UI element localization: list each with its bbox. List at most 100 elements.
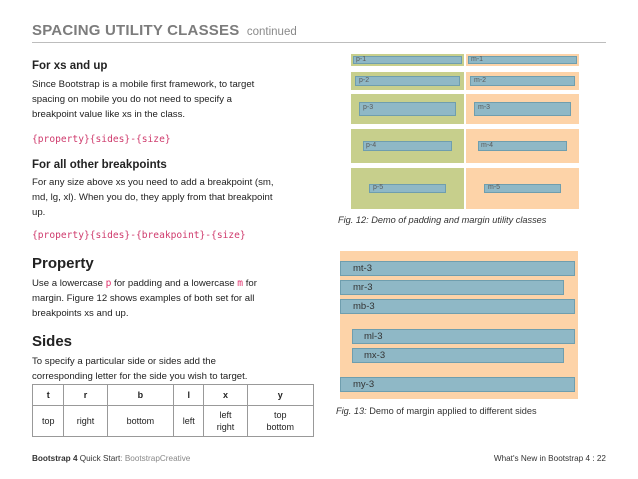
- table-cell: bottom: [106, 405, 175, 437]
- fig12-caption: Fig. 12: Demo of padding and margin util…: [338, 215, 546, 225]
- footer-right: What's New in Bootstrap 4 : 22: [494, 454, 606, 463]
- cell-text: left: [219, 410, 232, 420]
- footer-brand: Bootstrap 4: [32, 454, 78, 463]
- margin-side-label: mx-3: [364, 350, 386, 361]
- header-rule: [32, 42, 606, 43]
- other-line: For any size above xs you need to add a …: [32, 177, 274, 188]
- padding-label: p-5: [373, 184, 384, 191]
- sides-body: To specify a particular side or sides ad…: [32, 354, 322, 384]
- sides-line: To specify a particular side or sides ad…: [32, 356, 216, 367]
- fig12-caption-text: Demo of padding and margin utility class…: [371, 215, 547, 225]
- table-row: top right bottom left left right top botto…: [31, 405, 315, 437]
- xs-heading: For xs and up: [32, 60, 108, 72]
- margin-inner: [474, 102, 571, 116]
- footer-left: Bootstrap 4 Quick Start: BootstrapCreati…: [32, 454, 190, 463]
- margin-side-label: mt-3: [353, 263, 372, 274]
- cell-text: top: [41, 416, 55, 426]
- title-sub: continued: [246, 26, 297, 38]
- xs-body: Since Bootstrap is a mobile first framew…: [32, 77, 322, 122]
- margin-label: m-4: [481, 142, 494, 149]
- title-main: SPACING UTILITY CLASSES: [32, 22, 240, 39]
- padding-box: p-4: [351, 129, 464, 163]
- property-text: for: [243, 278, 257, 289]
- cell-text: bottom: [266, 422, 295, 432]
- property-text: for padding and a lowercase: [111, 278, 238, 289]
- padding-box: p-1: [351, 54, 464, 66]
- margin-inner: [470, 76, 575, 86]
- padding-inner: [359, 102, 456, 116]
- margin-box: m-1: [466, 54, 579, 66]
- other-line: md, lg, xl). When you do, they apply fro…: [32, 192, 273, 203]
- table-cell: top bottom: [246, 405, 315, 437]
- table-header: b: [106, 384, 175, 406]
- margin-side-bar: [340, 299, 575, 314]
- margin-side-label: my-3: [353, 379, 375, 390]
- other-line: up.: [32, 207, 46, 218]
- table-header: x: [203, 384, 248, 406]
- table-header: r: [63, 384, 108, 406]
- fig13-caption-prefix: Fig. 13:: [336, 406, 367, 416]
- margin-label: m-3: [478, 104, 491, 111]
- margin-side-bar: [340, 377, 575, 392]
- sides-heading: Sides: [32, 333, 73, 350]
- margin-label: m-5: [488, 184, 501, 191]
- xs-line: Since Bootstrap is a mobile first framew…: [32, 79, 255, 90]
- fig13-demo: mt-3 mr-3 mb-3 ml-3 mx-3 my-3: [340, 251, 578, 399]
- left-column: For xs and up Since Bootstrap is a mobil…: [32, 60, 322, 384]
- padding-inner: [353, 56, 462, 64]
- margin-inner: [478, 141, 567, 151]
- padding-inner: [369, 184, 446, 193]
- table-header: t: [31, 384, 65, 406]
- m-letter: m: [237, 278, 244, 289]
- cell-text: top: [274, 410, 287, 420]
- other-code: {property}{sides}-{breakpoint}-{size}: [32, 230, 246, 241]
- property-line: breakpoints xs and up.: [32, 308, 129, 319]
- padding-box: p-2: [351, 72, 464, 90]
- table-cell: left right: [203, 405, 248, 437]
- fig12-caption-prefix: Fig. 12:: [338, 215, 369, 225]
- cell-text: left: [182, 416, 195, 426]
- fig13-caption-text: Demo of margin applied to different side…: [369, 406, 537, 416]
- other-body: For any size above xs you need to add a …: [32, 175, 322, 220]
- padding-label: p-4: [366, 142, 377, 149]
- margin-label: m-2: [474, 77, 487, 84]
- margin-box: m-3: [466, 94, 579, 124]
- margin-label: m-1: [471, 56, 484, 63]
- sides-line: corresponding letter for the side you wi…: [32, 371, 248, 382]
- margin-side-bar: [352, 329, 575, 344]
- padding-inner: [355, 76, 460, 86]
- table-header-row: t r b l x y: [31, 384, 315, 406]
- padding-box: p-3: [351, 94, 464, 124]
- padding-box: p-5: [351, 168, 464, 209]
- property-heading: Property: [32, 255, 94, 272]
- sides-table: t r b l x y top right bottom left left ri…: [31, 384, 315, 437]
- footer-page: What's New in Bootstrap 4 : 22: [493, 454, 606, 463]
- table-header: y: [246, 384, 315, 406]
- padding-label: p-3: [363, 104, 374, 111]
- footer-subtitle: Quick Start: [79, 454, 121, 463]
- padding-inner: [363, 141, 452, 151]
- table-cell: top: [31, 405, 65, 437]
- margin-side-bar: [352, 348, 564, 363]
- xs-code: {property}{sides}-{size}: [32, 134, 171, 145]
- fig12-padding-demo: p-1 p-2 p-3 p-4 p-5: [351, 54, 464, 209]
- p-letter: p: [105, 278, 112, 289]
- margin-side-bar: [340, 261, 575, 276]
- margin-side-label: mb-3: [353, 301, 375, 312]
- cell-text: right: [76, 416, 95, 426]
- table-cell: right: [63, 405, 108, 437]
- margin-box: m-4: [466, 129, 579, 163]
- table-cell: left: [173, 405, 205, 437]
- page-title: SPACING UTILITY CLASSES continued: [32, 22, 297, 40]
- margin-side-label: ml-3: [364, 331, 383, 342]
- footer-author: : BootstrapCreative: [120, 454, 191, 463]
- margin-box: m-2: [466, 72, 579, 90]
- xs-line: breakpoint value like xs in the class.: [32, 109, 186, 120]
- xs-line: spacing on mobile you do not need to spe…: [32, 94, 233, 105]
- property-line: margin. Figure 12 shows examples of both…: [32, 293, 255, 304]
- margin-box: m-5: [466, 168, 579, 209]
- fig13-caption: Fig. 13: Demo of margin applied to diffe…: [336, 406, 537, 416]
- fig12-margin-demo: m-1 m-2 m-3 m-4 m-5: [466, 54, 579, 209]
- other-heading: For all other breakpoints: [32, 159, 167, 171]
- padding-label: p-2: [359, 77, 370, 84]
